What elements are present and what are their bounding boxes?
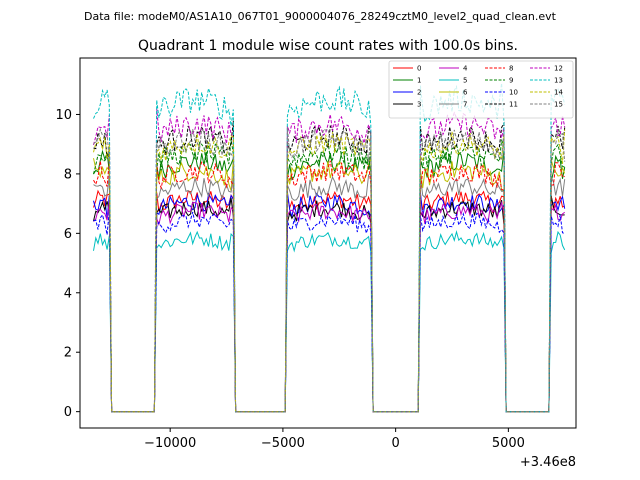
series-line-5 bbox=[93, 229, 566, 413]
legend-label-13: 13 bbox=[554, 77, 563, 85]
legend-label-15: 15 bbox=[554, 101, 563, 109]
series-line-12 bbox=[93, 108, 566, 413]
series-line-6 bbox=[93, 157, 566, 413]
y-tick-label: 0 bbox=[64, 405, 72, 420]
x-axis: −10000 −5000 0 5000 bbox=[144, 428, 525, 451]
legend-label-0: 0 bbox=[417, 65, 421, 73]
series-layer bbox=[93, 83, 566, 413]
series-line-15 bbox=[93, 127, 566, 413]
x-offset-label: +3.46e8 bbox=[520, 455, 576, 470]
series-line-4 bbox=[93, 200, 565, 413]
y-tick-label: 6 bbox=[64, 227, 72, 242]
series-line-10 bbox=[93, 210, 565, 413]
legend-frame bbox=[388, 60, 574, 119]
legend-label-7: 7 bbox=[463, 101, 467, 109]
legend-label-14: 14 bbox=[554, 89, 563, 97]
legend-label-3: 3 bbox=[417, 101, 421, 109]
series-line-11 bbox=[93, 120, 566, 413]
series-line-0 bbox=[93, 189, 565, 413]
series-line-14 bbox=[93, 129, 566, 413]
legend-label-12: 12 bbox=[554, 65, 563, 73]
y-tick-label: 2 bbox=[64, 346, 72, 361]
legend-label-11: 11 bbox=[509, 101, 518, 109]
y-tick-label: 4 bbox=[64, 286, 72, 301]
series-line-3 bbox=[93, 195, 565, 413]
x-tick-label: 0 bbox=[391, 436, 399, 451]
legend-label-8: 8 bbox=[509, 65, 513, 73]
y-tick-label: 8 bbox=[64, 167, 72, 182]
legend-label-9: 9 bbox=[509, 77, 513, 85]
legend-label-5: 5 bbox=[463, 77, 467, 85]
x-tick-label: −5000 bbox=[261, 436, 305, 451]
legend-label-6: 6 bbox=[463, 89, 468, 97]
y-tick-label: 10 bbox=[55, 108, 72, 123]
series-line-2 bbox=[93, 191, 566, 413]
series-line-7 bbox=[93, 173, 566, 413]
legend-label-2: 2 bbox=[417, 89, 421, 97]
legend-label-4: 4 bbox=[463, 65, 468, 73]
y-axis: 0 2 4 6 8 10 bbox=[55, 108, 80, 420]
chart-title: Quadrant 1 module wise count rates with … bbox=[138, 38, 518, 54]
x-tick-label: 5000 bbox=[492, 436, 525, 451]
suptitle: Data file: modeM0/AS1A10_067T01_90000040… bbox=[84, 10, 557, 23]
legend-label-10: 10 bbox=[509, 89, 518, 97]
axes-frame bbox=[79, 57, 577, 429]
legend-label-1: 1 bbox=[417, 77, 421, 85]
x-tick-label: −10000 bbox=[144, 436, 196, 451]
series-line-9 bbox=[93, 138, 565, 413]
series-line-8 bbox=[93, 159, 565, 413]
